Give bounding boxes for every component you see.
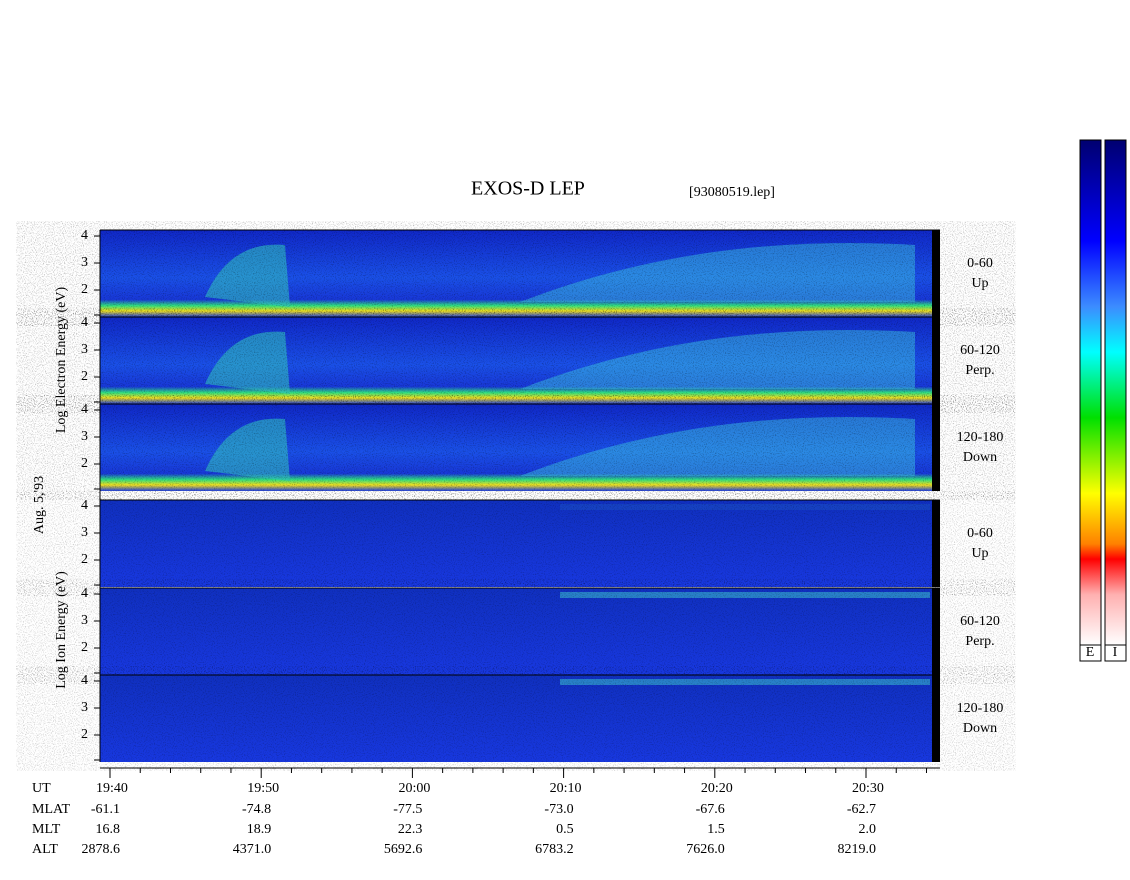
row-value: 18.9 — [247, 822, 272, 837]
spectrogram-noise — [100, 404, 932, 491]
row-value: 2878.6 — [82, 842, 121, 857]
panel-direction: Perp. — [965, 634, 994, 649]
row-value: 1.5 — [707, 822, 725, 837]
row-value: 20:00 — [398, 781, 430, 796]
spectrogram-noise — [100, 500, 932, 587]
panel-edge — [932, 675, 940, 762]
row-value: -73.0 — [544, 802, 573, 817]
row-value: 22.3 — [398, 822, 423, 837]
row-value: 2.0 — [859, 822, 877, 837]
panel-range: 60-120 — [960, 343, 1000, 358]
y-tick-label: 3 — [81, 700, 88, 715]
y-tick-label: 2 — [81, 369, 88, 384]
electron-axis-label: Log Electron Energy (eV) — [54, 287, 69, 434]
row-value: 20:30 — [852, 781, 884, 796]
ion-axis-label: Log Ion Energy (eV) — [54, 571, 69, 689]
file-name: [93080519.lep] — [689, 185, 775, 200]
colorbar — [1104, 139, 1127, 646]
row-value: 20:20 — [701, 781, 733, 796]
spectrogram-noise — [100, 317, 932, 404]
y-tick-label: 2 — [81, 282, 88, 297]
panel-range: 120-180 — [957, 701, 1004, 716]
row-value: 7626.0 — [686, 842, 725, 857]
row-value: -67.6 — [696, 802, 725, 817]
row-value: -74.8 — [242, 802, 271, 817]
y-tick-label: 4 — [81, 498, 88, 513]
panel-range: 60-120 — [960, 614, 1000, 629]
y-tick-label: 2 — [81, 456, 88, 471]
y-tick-label: 4 — [81, 315, 88, 330]
panel-range: 0-60 — [967, 256, 993, 271]
row-label: ALT — [32, 842, 58, 857]
row-value: -61.1 — [91, 802, 120, 817]
row-value: 16.8 — [96, 822, 121, 837]
panel-direction: Down — [963, 450, 997, 465]
row-value: -62.7 — [847, 802, 876, 817]
colorbar-label: E — [1086, 645, 1095, 660]
spectrogram-noise — [100, 230, 932, 317]
y-tick-label: 3 — [81, 429, 88, 444]
panel-direction: Down — [963, 721, 997, 736]
row-value: 6783.2 — [535, 842, 574, 857]
row-label: MLT — [32, 822, 61, 837]
row-label: UT — [32, 781, 51, 796]
panel-range: 120-180 — [957, 430, 1004, 445]
row-label: MLAT — [32, 802, 71, 817]
row-value: 4371.0 — [233, 842, 272, 857]
panel-direction: Up — [971, 276, 988, 291]
row-value: 8219.0 — [838, 842, 877, 857]
y-tick-label: 3 — [81, 342, 88, 357]
panel-edge — [932, 317, 940, 404]
panel-range: 0-60 — [967, 526, 993, 541]
panel-edge — [932, 588, 940, 675]
y-tick-label: 3 — [81, 525, 88, 540]
y-tick-label: 4 — [81, 402, 88, 417]
panel-edge — [932, 230, 940, 317]
y-tick-label: 4 — [81, 228, 88, 243]
panel-edge — [932, 500, 940, 587]
colorbar-box — [1079, 644, 1102, 662]
panel-direction: Perp. — [965, 363, 994, 378]
row-value: 0.5 — [556, 822, 574, 837]
colorbar — [1079, 139, 1102, 646]
colorbar-box — [1104, 644, 1127, 662]
colorbar-label: I — [1113, 645, 1118, 660]
spectrogram-noise — [100, 588, 932, 675]
y-tick-label: 3 — [81, 255, 88, 270]
row-value: 19:50 — [247, 781, 279, 796]
y-tick-label: 4 — [81, 673, 88, 688]
y-tick-label: 4 — [81, 586, 88, 601]
title: EXOS-D LEP — [471, 178, 585, 200]
y-tick-label: 2 — [81, 552, 88, 567]
row-value: 19:40 — [96, 781, 128, 796]
y-tick-label: 3 — [81, 613, 88, 628]
row-value: 20:10 — [550, 781, 582, 796]
row-value: 5692.6 — [384, 842, 423, 857]
spectrogram-noise — [100, 675, 932, 762]
y-tick-label: 2 — [81, 727, 88, 742]
panel-direction: Up — [971, 546, 988, 561]
panel-edge — [932, 404, 940, 491]
row-value: -77.5 — [393, 802, 422, 817]
date-label: Aug. 5,'93 — [32, 476, 47, 534]
y-tick-label: 2 — [81, 640, 88, 655]
